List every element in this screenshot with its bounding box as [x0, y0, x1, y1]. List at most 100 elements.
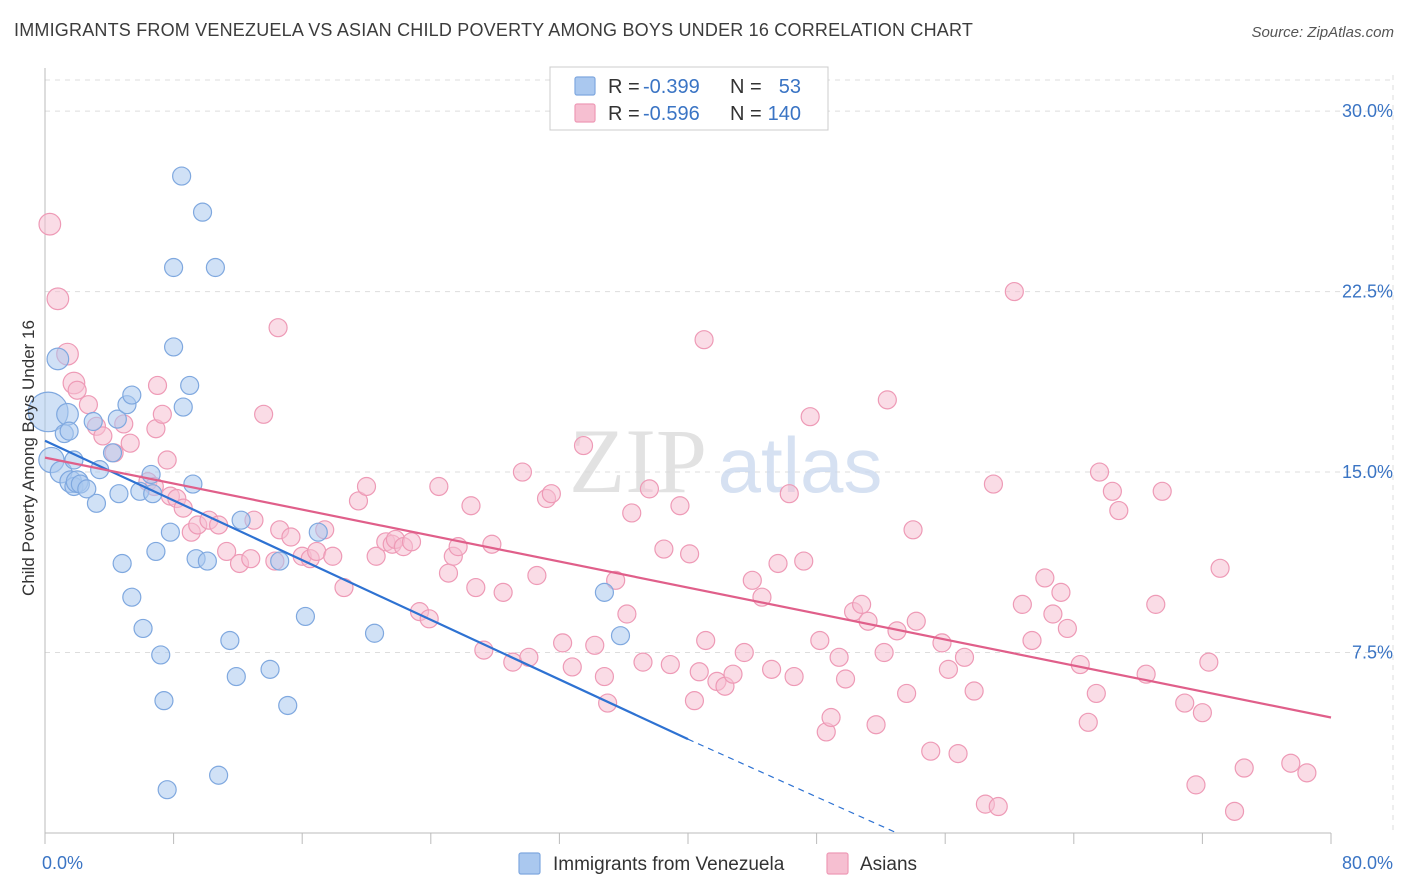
asian-point-70: [617, 604, 637, 624]
asian-point-56: [493, 582, 513, 602]
y-tick-label-1: 15.0%: [1342, 462, 1393, 482]
venezuela-point-53: [610, 626, 631, 646]
legend-n-value-1: 140: [768, 103, 801, 125]
asian-point-34: [307, 541, 327, 562]
venezuela-point-44: [226, 666, 246, 687]
asian-point-83: [723, 664, 743, 684]
asian-point-4: [67, 380, 87, 400]
asian-point-121: [1051, 582, 1071, 602]
asian-point-66: [585, 635, 605, 655]
asian-point-49: [438, 563, 459, 583]
asian-point-87: [761, 659, 782, 679]
venezuela-point-41: [205, 257, 225, 278]
asian-point-84: [734, 642, 754, 663]
venezuela-point-18: [109, 484, 129, 504]
asian-point-136: [1210, 558, 1230, 578]
asian-point-140: [1297, 763, 1317, 783]
asian-point-62: [541, 484, 561, 504]
asian-point-40: [356, 476, 377, 497]
venezuela-point-30: [157, 780, 177, 800]
venezuela-point-19: [112, 553, 132, 574]
legend-swatch-venezuela: [574, 76, 596, 96]
asian-point-59: [519, 647, 539, 667]
asian-point-143: [268, 318, 288, 338]
asian-point-102: [874, 642, 894, 663]
asian-point-138: [1234, 758, 1254, 778]
bottom-legend-label-asians: Asians: [860, 854, 917, 875]
asian-point-1: [46, 287, 70, 311]
asian-point-130: [1146, 594, 1166, 614]
asian-point-109: [938, 659, 959, 679]
venezuela-trend-extension: [687, 738, 898, 834]
asian-point-72: [633, 652, 653, 672]
asian-point-71: [622, 503, 642, 523]
asian-point-31: [281, 527, 301, 547]
asian-trend-line: [44, 456, 1332, 719]
venezuela-point-24: [133, 618, 153, 639]
venezuela-point-45: [231, 510, 251, 530]
venezuela-point-32: [164, 337, 184, 357]
bottom-legend-swatch-venezuela: [518, 852, 541, 875]
asian-point-60: [527, 565, 547, 586]
asian-point-14: [147, 375, 168, 396]
legend-n-label-0: N =: [730, 76, 762, 98]
asian-point-39: [366, 546, 386, 566]
asian-point-24: [217, 541, 237, 562]
asian-point-52: [461, 496, 481, 516]
asian-point-75: [660, 654, 680, 675]
asian-point-5: [78, 395, 99, 415]
watermark: ZIP atlas: [569, 410, 882, 512]
venezuela-point-14: [77, 479, 97, 499]
venezuela-point-39: [192, 202, 213, 222]
asian-point-69: [606, 570, 626, 590]
asian-point-101: [866, 715, 886, 735]
asian-point-58: [512, 462, 533, 482]
asian-point-97: [835, 669, 856, 689]
asian-point-112: [964, 681, 984, 701]
asian-point-127: [1102, 481, 1122, 501]
asian-point-16: [157, 450, 177, 470]
legend-swatch-asians: [574, 103, 596, 123]
venezuela-point-27: [146, 541, 166, 562]
venezuela-point-29: [154, 691, 174, 711]
venezuela-point-49: [295, 606, 316, 627]
venezuela-point-21: [122, 385, 142, 405]
asian-point-122: [1057, 618, 1077, 639]
asian-point-77: [680, 544, 700, 564]
asian-point-96: [829, 647, 849, 667]
asian-point-134: [1192, 703, 1213, 723]
venezuela-point-6: [59, 421, 79, 441]
venezuela-point-50: [308, 522, 328, 542]
y-tick-label-2: 22.5%: [1342, 282, 1393, 302]
legend-n-value-0: 53: [779, 76, 801, 98]
venezuela-point-38: [183, 474, 203, 494]
asian-point-80: [696, 630, 716, 651]
venezuela-point-46: [260, 659, 280, 679]
asian-point-137: [1224, 801, 1245, 821]
venezuela-point-47: [270, 551, 290, 571]
asian-point-139: [1281, 753, 1301, 773]
asian-point-64: [562, 657, 582, 677]
legend-n-label-1: N =: [730, 103, 762, 125]
legend-r-value-1: -0.596: [643, 103, 700, 125]
asian-point-107: [921, 741, 941, 761]
venezuela-point-48: [278, 695, 298, 716]
series-legend: Immigrants from Venezuela Asians: [518, 852, 917, 875]
asian-point-63: [553, 633, 573, 653]
asian-point-126: [1089, 462, 1110, 482]
venezuela-point-31: [160, 522, 180, 542]
asian-point-0: [38, 212, 62, 236]
venezuela-point-33: [164, 257, 184, 278]
venezuela-point-35: [180, 375, 200, 396]
chart-title: IMMIGRANTS FROM VENEZUELA VS ASIAN CHILD…: [14, 20, 974, 40]
asian-point-36: [323, 546, 343, 566]
y-tick-label-3: 30.0%: [1342, 101, 1393, 121]
correlation-legend: R = -0.399 N = 53 R = -0.596 N = 140: [549, 66, 829, 131]
asian-point-124: [1078, 712, 1098, 732]
asian-point-111: [954, 647, 975, 667]
bottom-legend-swatch-asians: [826, 852, 849, 875]
asian-point-114: [988, 796, 1008, 817]
venezuela-point-36: [172, 166, 192, 186]
asian-point-104: [897, 683, 917, 704]
asian-point-79: [689, 662, 709, 682]
